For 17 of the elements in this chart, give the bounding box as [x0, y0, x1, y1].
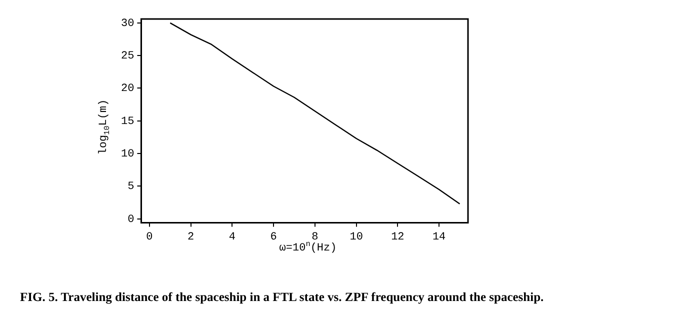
x-tick-label: 14 — [432, 231, 446, 244]
y-tick-label: 25 — [121, 50, 134, 62]
x-tick-label: 0 — [146, 231, 153, 244]
y-tick-label: 20 — [121, 83, 134, 96]
y-tick-label: 5 — [128, 181, 134, 194]
caption: FIG. 5. Traveling distance of the spaceship in a FTL state vs. ZPF frequency around the spaceship. — [20, 290, 545, 305]
x-tick-label: 12 — [391, 231, 404, 244]
y-tick-label: 10 — [121, 148, 134, 160]
x-tick-label: 4 — [228, 231, 236, 244]
y-tick-label: 30 — [121, 18, 134, 30]
x-tick-label: 8 — [312, 231, 318, 244]
x-axis-title: ω=10$^{n}$(Hz) — [279, 241, 337, 255]
x-tick-label: 6 — [270, 231, 277, 244]
x-tick-label: 10 — [350, 231, 363, 244]
y-tick-label: 0 — [128, 214, 134, 226]
x-tick-label: 2 — [188, 231, 194, 244]
y-tick-label: 15 — [121, 116, 134, 128]
